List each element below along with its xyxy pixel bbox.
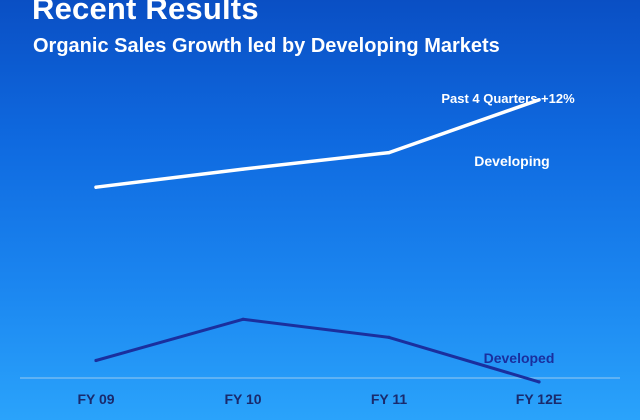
developing-series-label: Developing xyxy=(474,153,549,169)
developing-series-line xyxy=(94,98,541,189)
developed-point-fy-12e xyxy=(537,380,541,384)
x-tick-label-fy12e: FY 12E xyxy=(516,391,562,407)
x-tick-label-fy10: FY 10 xyxy=(224,391,261,407)
series-lines xyxy=(94,98,541,384)
developed-point-fy-10 xyxy=(241,317,245,321)
developing-point-fy-10 xyxy=(241,167,245,171)
slide-subtitle: Organic Sales Growth led by Developing M… xyxy=(33,35,500,57)
x-tick-label-fy09: FY 09 xyxy=(77,391,114,407)
developing-point-fy-12e xyxy=(537,98,541,102)
past-4-quarters-annotation: Past 4 Quarters +12% xyxy=(441,91,575,106)
slide-title: Recent Results xyxy=(32,0,259,26)
developing-point-fy-09 xyxy=(94,185,98,189)
developed-point-fy-09 xyxy=(94,358,98,363)
x-tick-label-fy11: FY 11 xyxy=(371,391,408,407)
chart-labels: FY 09 FY 10 FY 11 FY 12E Developing Deve… xyxy=(77,91,575,407)
developed-point-fy-11 xyxy=(387,335,391,339)
developed-series-line xyxy=(94,317,541,384)
developed-series-label: Developed xyxy=(484,350,555,366)
developing-point-fy-11 xyxy=(387,151,391,155)
